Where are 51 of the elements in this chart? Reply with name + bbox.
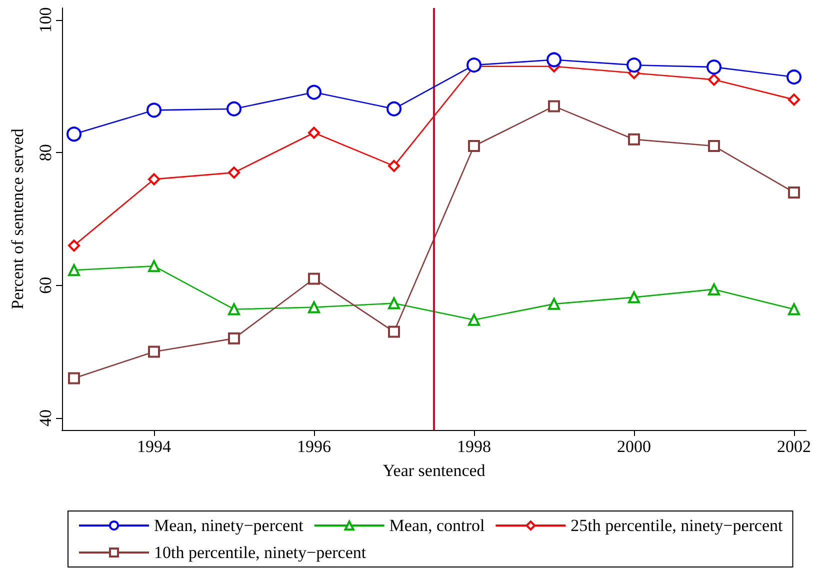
point (626, 58, 642, 73)
y-tick-label: 60 (36, 276, 55, 294)
point (388, 160, 400, 172)
point (386, 101, 402, 116)
point (228, 303, 240, 316)
point (548, 100, 560, 112)
point (708, 283, 720, 296)
point (228, 166, 240, 179)
y-tick-label: 80 (36, 144, 55, 162)
point (548, 298, 560, 310)
x-tick-label: 1998 (457, 437, 491, 456)
legend-label: Mean, control (389, 516, 485, 535)
x-tick-label: 2002 (777, 437, 811, 456)
y-tick-label: 40 (36, 410, 55, 427)
point (786, 70, 802, 85)
legend-label: 10th percentile, ninety−percent (154, 543, 366, 562)
x-tick-label: 2000 (617, 437, 651, 456)
point (146, 102, 162, 118)
y-tick-label: 100 (36, 7, 55, 33)
x-axis-title: Year sentenced (382, 461, 486, 480)
point (546, 52, 562, 68)
legend-label: 25th percentile, ninety−percent (570, 516, 784, 535)
point (788, 186, 800, 198)
point (306, 84, 322, 100)
point (388, 297, 400, 310)
point (308, 126, 320, 139)
point (788, 94, 800, 106)
point (706, 60, 722, 75)
point (708, 74, 720, 86)
point (68, 240, 80, 252)
point (308, 301, 320, 314)
x-tick-label: 1996 (297, 437, 331, 456)
point (66, 126, 82, 142)
x-tick-label: 1994 (137, 437, 172, 456)
y-axis-title: Percent of sentence served (8, 128, 27, 310)
point (628, 133, 640, 146)
point (148, 173, 160, 186)
point (68, 372, 80, 384)
point (68, 264, 80, 276)
point (708, 140, 720, 152)
point (468, 140, 480, 152)
point (308, 272, 320, 285)
point (788, 303, 800, 316)
legend-label: Mean, ninety−percent (154, 516, 304, 535)
point (148, 346, 160, 358)
point (468, 314, 480, 326)
point (226, 101, 242, 116)
point (148, 260, 160, 272)
point (228, 332, 240, 344)
point (628, 291, 640, 304)
point (388, 326, 400, 338)
